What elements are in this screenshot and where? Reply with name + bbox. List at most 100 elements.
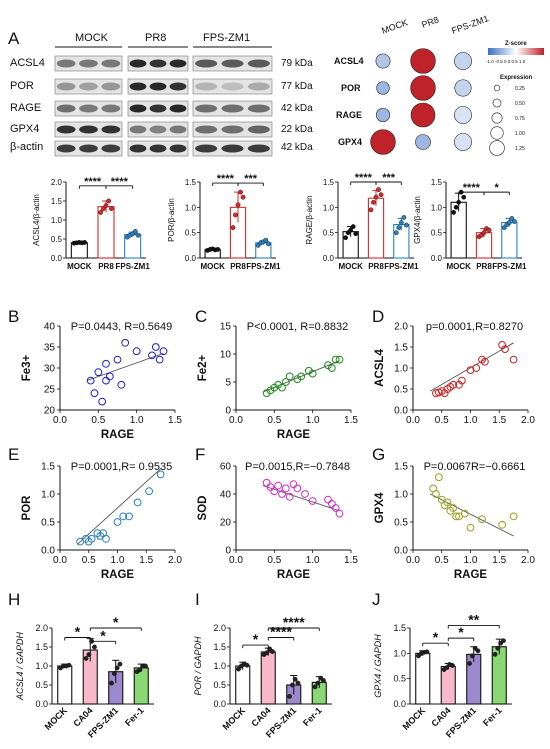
data-point <box>501 638 506 644</box>
y-tick-label: 0.0 <box>213 699 226 709</box>
blot-band <box>79 104 98 113</box>
data-point <box>108 206 114 212</box>
blot-kda-label: 77 kDa <box>281 81 313 92</box>
x-tick-label: CA04 <box>429 705 452 728</box>
data-point <box>456 199 462 205</box>
correlation-annotation: P=0.0443, R=0.5649 <box>71 321 173 333</box>
y-axis-label: POR / GAPDH <box>193 636 203 696</box>
y-axis-label: ACSL4/β-actin <box>32 194 41 246</box>
data-point <box>86 652 92 657</box>
data-point <box>281 378 290 386</box>
y-axis-label: GPX4 <box>374 492 386 523</box>
blot-band <box>149 144 167 153</box>
y-axis-label: ACSL4 / GAPDH <box>15 631 25 701</box>
data-point <box>102 359 110 368</box>
blot-band <box>56 125 76 134</box>
data-point <box>235 202 241 208</box>
data-point <box>289 682 295 688</box>
data-point <box>449 380 458 389</box>
data-point <box>117 661 123 667</box>
data-point <box>396 225 402 231</box>
data-point <box>481 230 487 236</box>
blot-band <box>195 125 218 134</box>
data-point <box>368 207 374 213</box>
x-tick-label: 1.5 <box>344 415 358 426</box>
data-point <box>240 194 246 200</box>
blot-band <box>101 125 121 134</box>
data-point <box>121 338 130 347</box>
expression-legend-circle <box>491 112 503 124</box>
blot-band <box>56 59 76 68</box>
significance-label: * <box>75 624 81 640</box>
blot-band <box>247 104 270 113</box>
data-point <box>281 484 290 493</box>
blot-band <box>247 125 270 134</box>
x-axis-label: RAGE <box>101 569 135 581</box>
data-point <box>348 227 354 233</box>
data-point <box>278 490 286 498</box>
y-tick-label: 15 <box>220 322 232 333</box>
significance-label: * <box>253 631 259 647</box>
blot-protein-label: GPX4 <box>10 123 39 135</box>
bar <box>440 665 456 705</box>
blot-band <box>101 59 121 68</box>
data-point <box>238 189 243 195</box>
panel-letter-a: A <box>8 29 20 48</box>
y-axis-label: RAGE/β-actin <box>305 195 314 244</box>
data-point <box>492 651 498 657</box>
significance-label: **** <box>111 176 129 188</box>
x-tick-label: CA04 <box>249 705 272 728</box>
data-point <box>393 230 399 236</box>
data-point <box>263 237 269 243</box>
y-tick-label: 1.0 <box>185 203 197 212</box>
x-tick-label: MOCK <box>221 705 248 732</box>
x-tick-label: FPS-ZM1 <box>116 262 151 271</box>
data-point <box>403 222 409 228</box>
y-tick-label: 0.0 <box>431 254 443 263</box>
dotplot-dot <box>415 134 431 150</box>
data-point <box>461 194 467 200</box>
expression-legend: 0.25 0.50 0.75 1.00 1.25 <box>489 84 525 156</box>
blot-band <box>247 59 270 68</box>
data-point <box>119 512 128 521</box>
blot-panel: MOCK PR8 FPS-ZM1 ACSL4 POR RAGE GPX4 β-a… <box>10 32 313 157</box>
data-point <box>244 662 250 668</box>
data-point <box>321 678 326 683</box>
x-tick-label: 0.0 <box>229 415 243 426</box>
blot-band <box>195 82 218 91</box>
expression-legend-label: 1.00 <box>515 131 525 137</box>
data-point <box>315 680 321 686</box>
dotplot-row-label: ACSL4 <box>334 56 364 66</box>
y-axis-label: Fe2+ <box>197 354 209 381</box>
blot-band <box>56 82 76 91</box>
data-point <box>106 198 112 204</box>
data-point <box>270 487 279 496</box>
y-tick-label: 1.5 <box>213 642 226 652</box>
y-tick-label: 1.5 <box>35 642 48 652</box>
data-point <box>270 649 275 654</box>
significance-label: * <box>113 614 119 630</box>
significance-label: **** <box>84 176 102 188</box>
x-tick-label: 2.0 <box>168 555 182 566</box>
data-point <box>236 666 241 672</box>
blot-band <box>195 104 218 113</box>
data-point <box>159 347 168 356</box>
significance-label: * <box>100 627 106 643</box>
blot-band <box>221 82 244 91</box>
blot-band <box>169 144 187 153</box>
dotplot-dot <box>375 53 391 69</box>
expression-legend-circle <box>490 126 504 140</box>
x-tick-label: Fer-1 <box>481 705 504 728</box>
significance-label: *** <box>382 172 396 184</box>
data-point <box>378 192 384 198</box>
blot-protein-label: RAGE <box>10 102 41 114</box>
y-tick-label: 1.5 <box>394 343 408 354</box>
expression-legend-label: 1.25 <box>515 146 525 152</box>
y-tick-label: 1.5 <box>431 178 443 187</box>
bar <box>367 197 385 259</box>
panel-letter-h: H <box>8 590 20 609</box>
significance-label: *** <box>244 173 258 185</box>
blot-band <box>79 144 98 153</box>
